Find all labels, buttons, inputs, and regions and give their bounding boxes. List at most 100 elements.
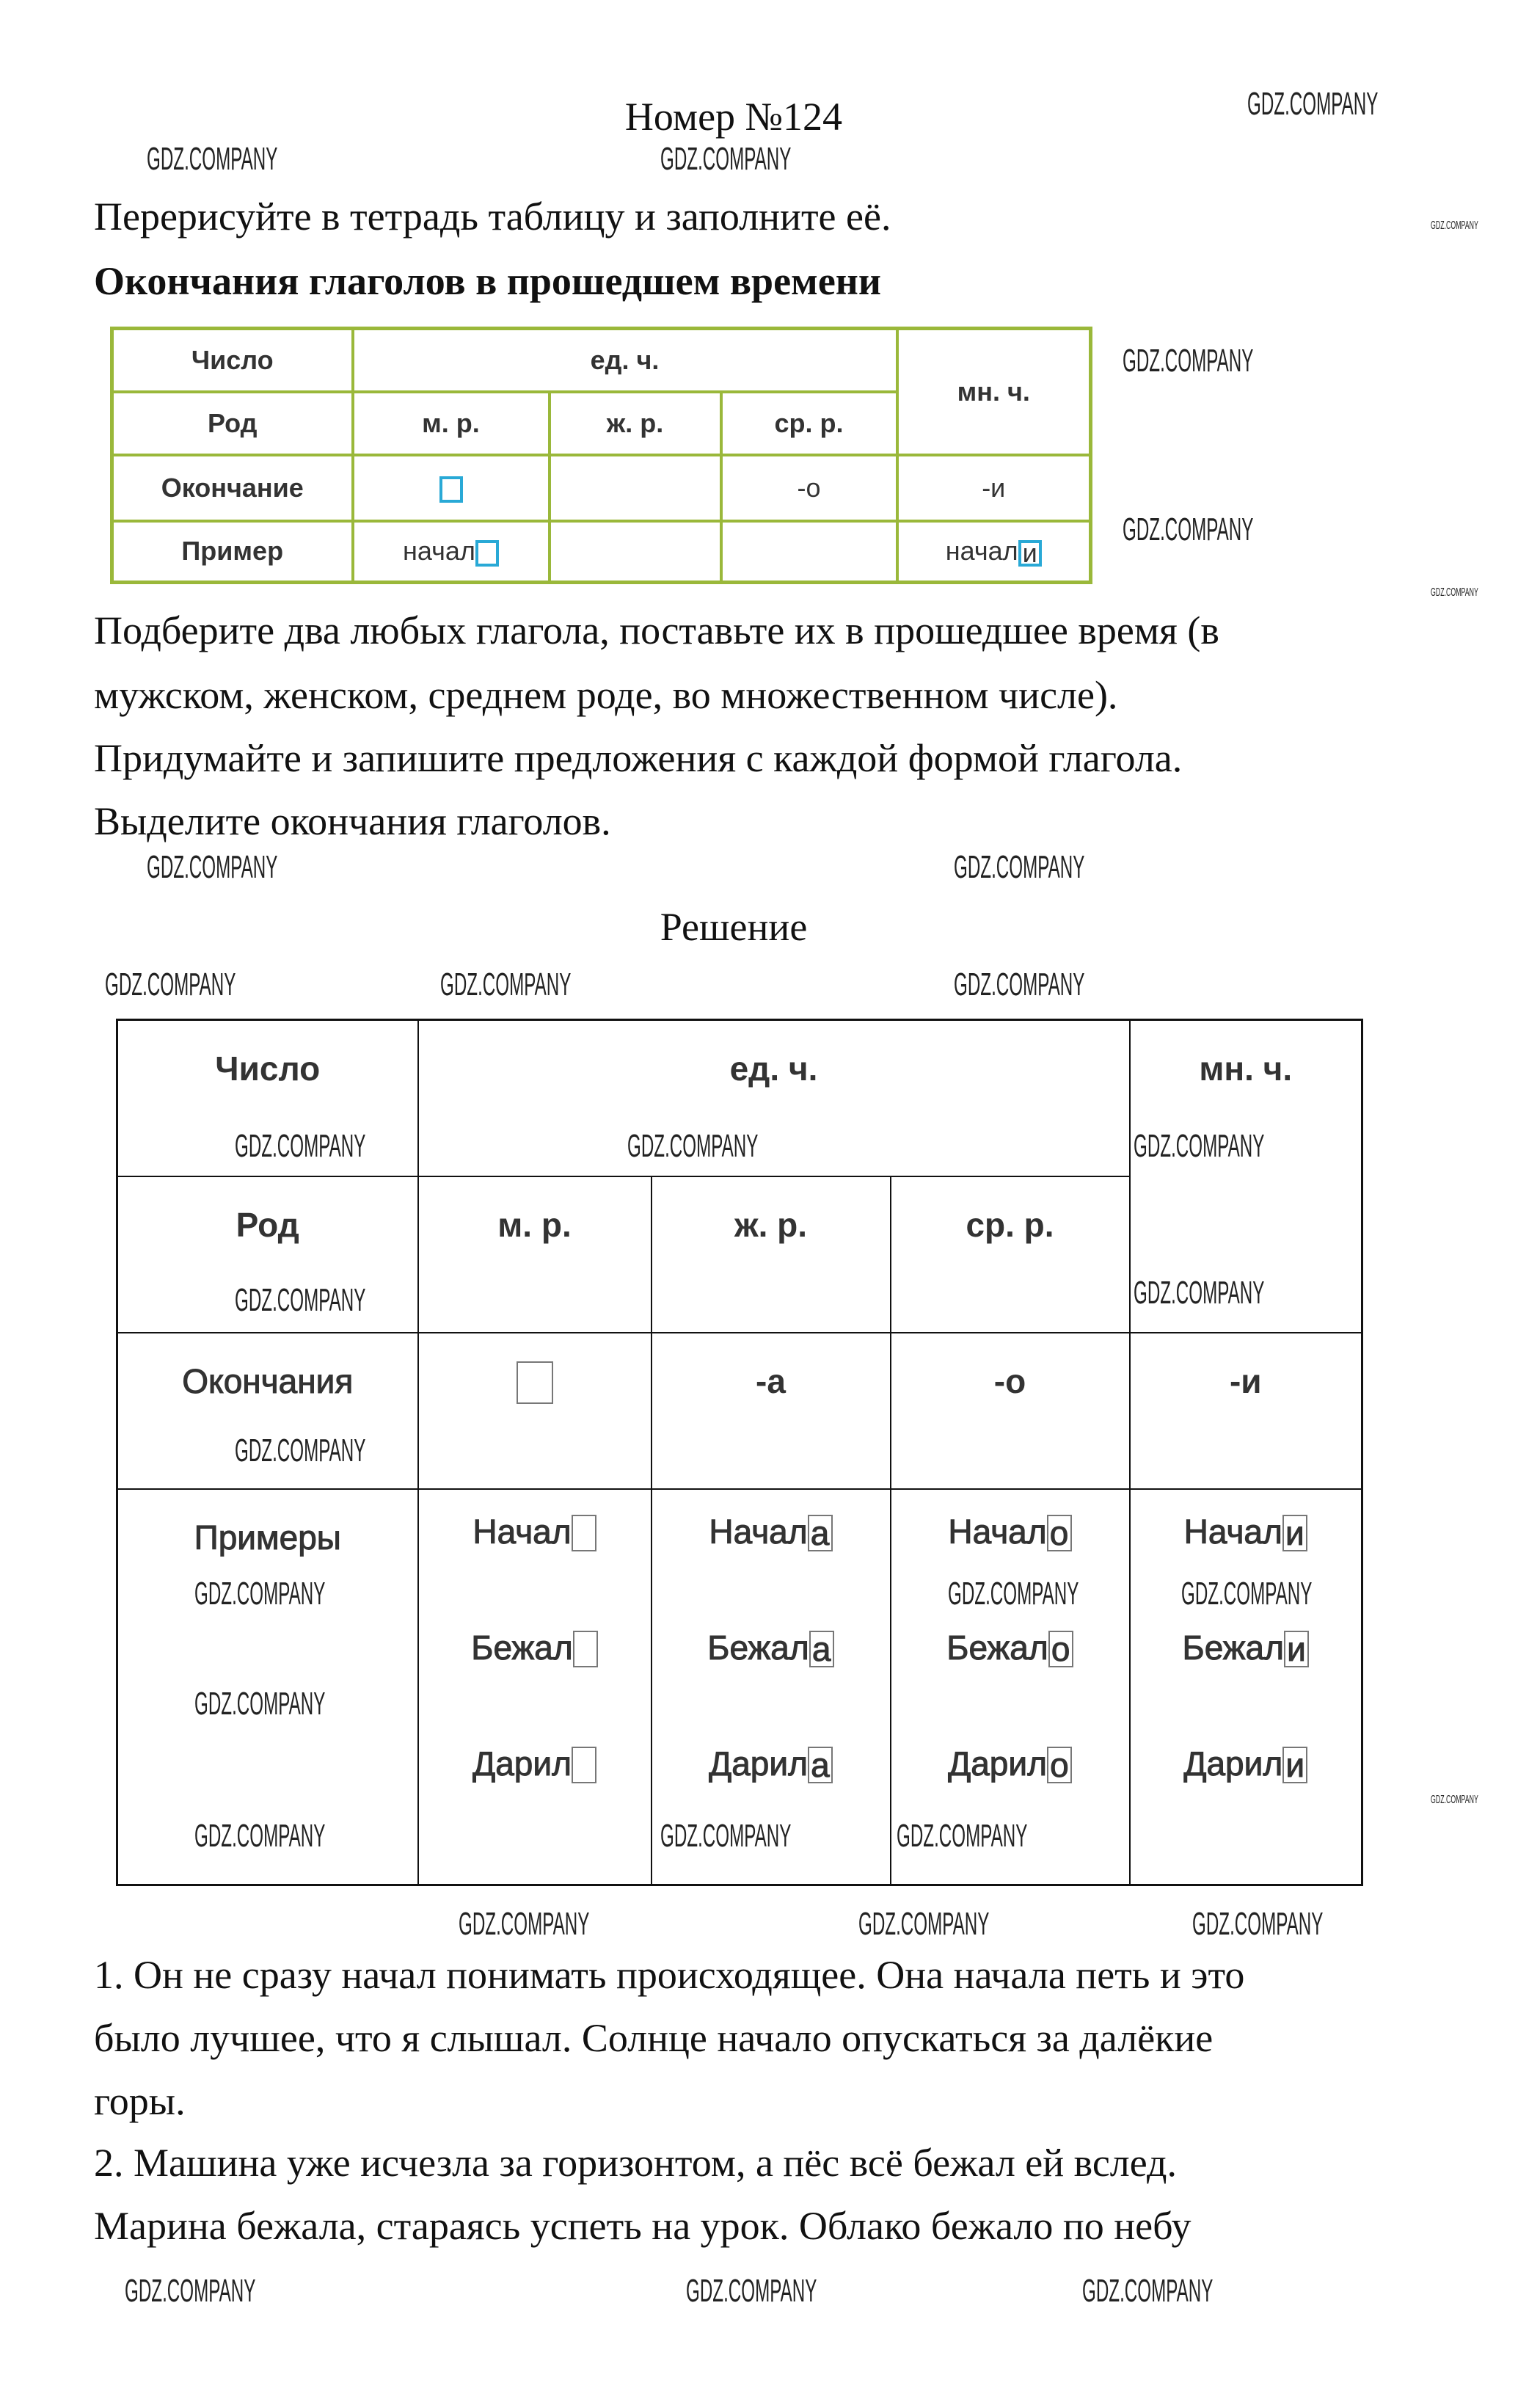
task-para-1: Подберите два любых глагола, поставьте и… <box>94 608 1219 652</box>
watermark: GDZ.COMPANY <box>147 849 278 885</box>
example-stem: Дарил <box>948 1744 1048 1783</box>
cell-ending-neut: -о <box>719 453 899 523</box>
cell-ending-plural: -и <box>895 453 1092 523</box>
example-stem: Бежал <box>471 1628 573 1667</box>
cell-singular: ед. ч. <box>351 327 899 393</box>
cell-ending: Окончания <box>116 1331 419 1490</box>
watermark: GDZ.COMPANY <box>660 1818 792 1854</box>
cell-singular: ед. ч. <box>417 1019 1131 1177</box>
cell-ending-masc <box>417 1331 652 1490</box>
watermark: GDZ.COMPANY <box>1247 86 1379 122</box>
watermark: GDZ.COMPANY <box>1134 1128 1265 1164</box>
cell-gender: Род <box>110 390 354 456</box>
watermark: GDZ.COMPANY <box>660 141 792 177</box>
cell-ending: Окончание <box>110 453 354 523</box>
example-stem: начал <box>945 536 1018 567</box>
example-stem: Начал <box>948 1512 1047 1551</box>
watermark: GDZ.COMPANY <box>105 967 236 1002</box>
example-word: Бежало <box>892 1628 1128 1744</box>
watermark: GDZ.COMPANY <box>235 1433 366 1469</box>
example-word: Бежали <box>1131 1628 1361 1744</box>
example-word: Дарили <box>1131 1744 1361 1860</box>
cell-examples: Примеры <box>116 1488 419 1886</box>
example-word: Начало <box>892 1512 1128 1628</box>
answer-line: горы. <box>94 2079 186 2123</box>
watermark: GDZ.COMPANY <box>954 967 1085 1002</box>
ending-box <box>571 1746 596 1783</box>
ending-box: и <box>1018 539 1042 567</box>
watermark: GDZ.COMPANY <box>1192 1906 1324 1942</box>
ending-box <box>571 1514 596 1551</box>
cell-neut: ср. р. <box>889 1175 1131 1333</box>
empty-box <box>439 476 463 503</box>
watermark: GDZ.COMPANY <box>1134 1275 1265 1311</box>
cell-examples-col: Начал Бежал Дарил <box>417 1488 652 1886</box>
watermark: GDZ.COMPANY <box>897 1818 1028 1854</box>
example-word: Начала <box>653 1512 889 1628</box>
cell-number: Число <box>110 327 354 393</box>
watermark: GDZ.COMPANY <box>1123 512 1254 547</box>
example-stem: Бежал <box>946 1628 1048 1667</box>
task-table: Число ед. ч. мн. ч. Род м. р. ж. р. ср. … <box>110 327 1092 584</box>
example-word: Бежала <box>653 1628 889 1744</box>
answer-line: Марина бежала, стараясь успеть на урок. … <box>94 2204 1192 2248</box>
example-word: Дарил <box>420 1744 650 1860</box>
cell-plural: мн. ч. <box>895 327 1092 456</box>
watermark: GDZ.COMPANY <box>235 1282 366 1318</box>
cell-example-neut <box>719 519 899 584</box>
cell-example: Пример <box>110 519 354 584</box>
cell-ending-fem: -а <box>650 1331 891 1490</box>
cell-examples-col: Начали Бежали Дарили <box>1128 1488 1363 1886</box>
cell-examples-col: Начало Бежало Дарило <box>889 1488 1131 1886</box>
watermark: GDZ.COMPANY <box>194 1818 326 1854</box>
watermark: GDZ.COMPANY <box>1123 343 1254 379</box>
watermark: GDZ.COMPANY <box>686 2273 817 2309</box>
ending-box: о <box>1046 1514 1072 1551</box>
ending-box: а <box>807 1746 833 1783</box>
empty-box <box>516 1361 553 1404</box>
example-stem: Бежал <box>707 1628 809 1667</box>
watermark: GDZ.COMPANY <box>954 849 1085 885</box>
cell-masc: м. р. <box>351 390 551 456</box>
ending-box: о <box>1048 1630 1073 1667</box>
cell-example-masc: начал <box>351 519 551 584</box>
watermark: GDZ.COMPANY <box>1082 2273 1214 2309</box>
watermark: GDZ.COMPANY <box>459 1906 590 1942</box>
example-stem: Начал <box>472 1512 572 1551</box>
watermark: GDZ.COMPANY <box>1431 586 1478 599</box>
cell-neut: ср. р. <box>719 390 899 456</box>
example-word: Дарила <box>653 1744 889 1860</box>
watermark: GDZ.COMPANY <box>1431 219 1478 232</box>
example-word: Дарило <box>892 1744 1128 1860</box>
watermark: GDZ.COMPANY <box>627 1128 759 1164</box>
task-para-2: мужском, женском, среднем роде, во множе… <box>94 673 1118 717</box>
ending-box <box>572 1630 598 1667</box>
answer-line: 1. Он не сразу начал понимать происходящ… <box>94 1953 1245 1997</box>
empty-box <box>475 539 499 567</box>
watermark: GDZ.COMPANY <box>194 1576 326 1612</box>
cell-example-fem <box>547 519 723 584</box>
ending-box: а <box>807 1514 833 1551</box>
cell-fem: ж. р. <box>650 1175 891 1333</box>
watermark: GDZ.COMPANY <box>194 1686 326 1722</box>
watermark: GDZ.COMPANY <box>147 141 278 177</box>
cell-fem: ж. р. <box>547 390 723 456</box>
cell-ending-plural: -и <box>1128 1331 1363 1490</box>
cell-examples-col: Начала Бежала Дарила <box>650 1488 891 1886</box>
watermark: GDZ.COMPANY <box>125 2273 256 2309</box>
example-stem: Бежал <box>1182 1628 1284 1667</box>
ending-box: и <box>1282 1746 1308 1783</box>
cell-example-plural: начал и <box>895 519 1092 584</box>
example-stem: Дарил <box>709 1744 809 1783</box>
example-word: Начали <box>1131 1512 1361 1628</box>
example-stem: Начал <box>709 1512 808 1551</box>
cell-masc: м. р. <box>417 1175 652 1333</box>
page-title: Номер №124 <box>624 95 843 139</box>
cell-plural: мн. ч. <box>1128 1019 1363 1333</box>
watermark: GDZ.COMPANY <box>1181 1576 1313 1612</box>
task-line: Перерисуйте в тетрадь таблицу и заполнит… <box>94 194 891 239</box>
table-heading: Окончания глаголов в прошедшем времени <box>94 259 882 303</box>
example-word: Начал <box>420 1512 650 1628</box>
example-stem: Дарил <box>1183 1744 1283 1783</box>
cell-number: Число <box>116 1019 419 1177</box>
